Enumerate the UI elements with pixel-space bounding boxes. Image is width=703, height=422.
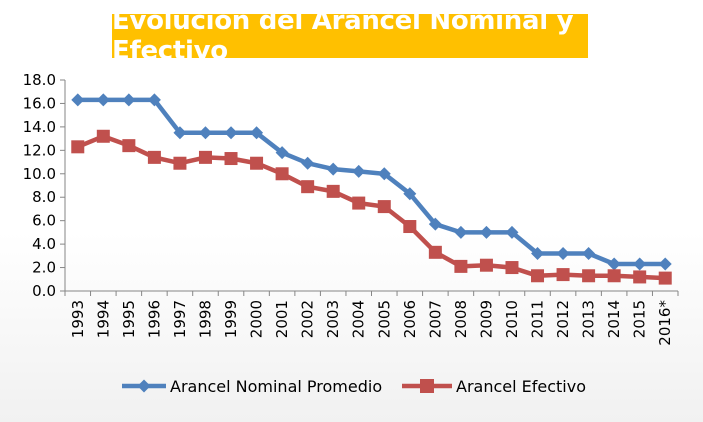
data-point-nominal	[326, 162, 340, 176]
y-tick-label: 0.0	[32, 282, 56, 300]
x-tick-label: 2005	[375, 300, 393, 338]
x-tick-label: 1994	[94, 300, 112, 338]
data-point-efectivo	[301, 180, 315, 194]
data-point-efectivo	[122, 139, 136, 153]
data-point-nominal	[531, 246, 545, 260]
data-point-efectivo	[173, 156, 187, 170]
data-point-efectivo	[403, 220, 417, 234]
x-tick-label: 2007	[426, 300, 444, 338]
data-point-efectivo	[428, 245, 442, 259]
x-tick-label: 1996	[145, 300, 163, 338]
x-tick-label: 2004	[350, 300, 368, 338]
data-point-efectivo	[198, 150, 212, 164]
data-point-nominal	[582, 246, 596, 260]
x-tick-label: 2003	[324, 300, 342, 338]
y-tick-label: 6.0	[32, 212, 56, 230]
data-point-nominal	[147, 93, 161, 107]
y-tick-label: 18.0	[23, 71, 56, 89]
data-point-nominal	[658, 257, 672, 271]
data-point-nominal	[275, 146, 289, 160]
x-tick-label: 1993	[69, 300, 87, 338]
x-tick-label: 1997	[171, 300, 189, 338]
data-point-efectivo	[275, 167, 289, 181]
data-point-nominal	[633, 257, 647, 271]
legend-marker-diamond	[137, 379, 151, 393]
data-point-nominal	[403, 187, 417, 201]
y-tick-label: 4.0	[32, 235, 56, 253]
series-line-1	[75, 97, 668, 267]
data-point-nominal	[428, 217, 442, 231]
data-point-efectivo	[531, 269, 545, 283]
data-point-nominal	[352, 164, 366, 178]
y-tick-label: 10.0	[23, 165, 56, 183]
series-line-2	[75, 134, 668, 281]
data-point-nominal	[250, 126, 264, 140]
data-point-efectivo	[505, 261, 519, 275]
x-tick-label: 2016*	[656, 300, 674, 346]
x-tick-label: 1995	[120, 300, 138, 338]
x-tick-label: 2002	[299, 300, 317, 338]
data-point-nominal	[96, 93, 110, 107]
data-point-nominal	[71, 93, 85, 107]
x-tick-label: 2008	[452, 300, 470, 338]
x-tick-label: 2000	[248, 300, 266, 338]
data-point-efectivo	[224, 152, 238, 166]
data-point-efectivo	[147, 150, 161, 164]
x-tick-label: 2009	[477, 300, 495, 338]
chart-title: Evolución del Arancel Nominal y Efectivo	[112, 6, 574, 66]
y-tick-label: 12.0	[23, 141, 56, 159]
data-point-efectivo	[326, 184, 340, 198]
data-point-nominal	[556, 246, 570, 260]
data-point-nominal	[224, 126, 238, 140]
data-point-nominal	[173, 126, 187, 140]
data-point-nominal	[607, 257, 621, 271]
x-tick-label: 2015	[631, 300, 649, 338]
data-point-nominal	[301, 156, 315, 170]
legend-label-2: Arancel Efectivo	[456, 377, 586, 396]
y-tick-label: 16.0	[23, 94, 56, 112]
data-point-efectivo	[96, 129, 110, 143]
data-point-efectivo	[71, 140, 85, 154]
legend-marker-square	[420, 379, 434, 393]
legend-label-1: Arancel Nominal Promedio	[170, 377, 382, 396]
data-point-efectivo	[352, 196, 366, 210]
x-tick-label: 2010	[503, 300, 521, 338]
x-tick-label: 2013	[580, 300, 598, 338]
data-point-efectivo	[250, 156, 264, 170]
data-point-efectivo	[582, 269, 596, 283]
data-point-efectivo	[658, 271, 672, 285]
y-tick-label: 8.0	[32, 188, 56, 206]
x-tick-label: 2006	[401, 300, 419, 338]
y-tick-label: 14.0	[23, 118, 56, 136]
x-tick-label: 2011	[529, 300, 547, 338]
x-tick-label: 1998	[196, 300, 214, 338]
y-tick-label: 2.0	[32, 259, 56, 277]
data-point-efectivo	[377, 200, 391, 214]
data-point-nominal	[479, 225, 493, 239]
data-point-efectivo	[556, 268, 570, 282]
data-point-efectivo	[633, 270, 647, 284]
data-point-nominal	[198, 126, 212, 140]
data-point-efectivo	[454, 259, 468, 273]
data-point-nominal	[377, 167, 391, 181]
x-tick-label: 2012	[554, 300, 572, 338]
data-point-efectivo	[479, 258, 493, 272]
data-point-nominal	[454, 225, 468, 239]
data-point-nominal	[505, 225, 519, 239]
x-tick-label: 2014	[605, 300, 623, 338]
data-point-efectivo	[607, 269, 621, 283]
x-tick-label: 2001	[273, 300, 291, 338]
data-point-nominal	[122, 93, 136, 107]
chart-title-box: Evolución del Arancel Nominal y Efectivo	[112, 6, 588, 66]
x-tick-label: 1999	[222, 300, 240, 338]
